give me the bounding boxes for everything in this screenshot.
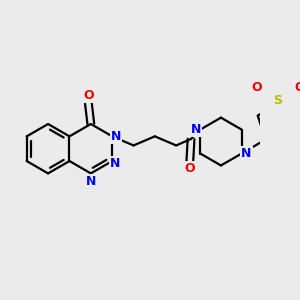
Text: N: N — [190, 123, 201, 136]
Text: N: N — [111, 130, 121, 143]
Text: S: S — [274, 94, 283, 107]
Text: O: O — [83, 89, 94, 102]
Text: N: N — [241, 147, 251, 160]
Text: O: O — [184, 162, 195, 175]
Text: N: N — [86, 175, 96, 188]
Text: O: O — [295, 81, 300, 94]
Text: N: N — [110, 157, 120, 170]
Text: O: O — [251, 81, 262, 94]
